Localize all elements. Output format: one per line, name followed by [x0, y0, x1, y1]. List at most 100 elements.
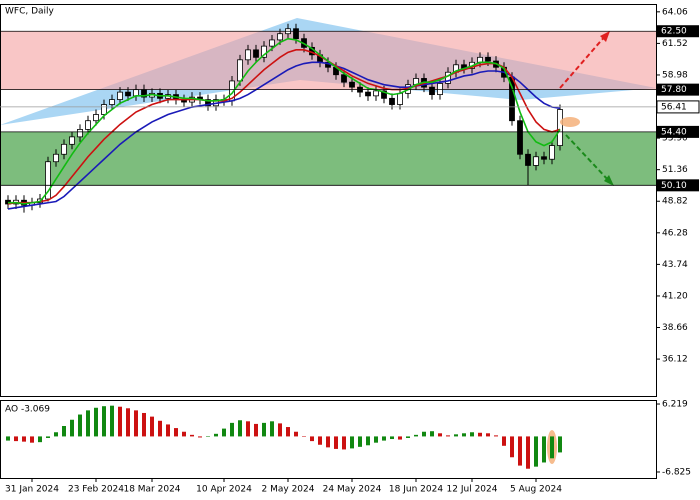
ao-bar: [534, 436, 538, 467]
ao-bar: [286, 427, 290, 437]
candle-body: [549, 145, 555, 160]
ao-bar: [486, 433, 490, 437]
price-label-box: [657, 83, 699, 96]
ao-bar: [398, 436, 402, 440]
ao-bar: [30, 436, 34, 443]
ao-bar: [262, 422, 266, 437]
chart-title: WFC, Daily: [5, 7, 55, 17]
candle-body: [389, 97, 395, 105]
ao-bar: [14, 436, 18, 442]
ao-bar: [54, 432, 58, 437]
ao-bar: [334, 436, 338, 449]
ao-bar: [222, 428, 226, 437]
ao-bar: [86, 410, 90, 437]
ao-bar: [526, 436, 530, 469]
ao-bar: [38, 436, 42, 443]
price-label: 50.10: [661, 181, 687, 191]
ao-bar: [318, 436, 322, 445]
ao-bar: [430, 431, 434, 437]
indicator-line: [8, 37, 561, 205]
x-tick-label: 24 May 2024: [323, 485, 382, 495]
ao-bar: [310, 436, 314, 442]
candle-body: [125, 91, 131, 97]
candle-body: [61, 143, 67, 155]
ao-bar: [446, 435, 450, 437]
ao-bar: [198, 436, 202, 438]
y-tick-label: 48.82: [662, 197, 688, 207]
ao-bar: [278, 423, 282, 437]
indicator-line: [7, 49, 561, 205]
candle-body: [261, 45, 267, 58]
candle-body: [437, 83, 443, 96]
ao-bar: [414, 434, 418, 437]
y-tick-label: 64.06: [662, 7, 688, 17]
y-tick-label: 41.20: [662, 291, 688, 301]
candle-body: [77, 129, 83, 138]
candle-body: [293, 28, 299, 40]
ao-bar: [502, 436, 506, 446]
ao-bar: [62, 426, 66, 437]
candle-body: [365, 91, 371, 97]
price-label-box: [657, 179, 699, 192]
ao-bar: [78, 414, 82, 437]
ao-bar: [366, 436, 370, 446]
ao-bar: [230, 422, 234, 437]
ao-bar: [350, 436, 354, 449]
down-arrow: [565, 134, 611, 183]
ao-bar: [470, 432, 474, 437]
up-arrowhead: [600, 31, 610, 42]
ao-bar: [126, 408, 130, 437]
ao-bar: [182, 431, 186, 437]
ao-bar: [478, 432, 482, 437]
ao-bar: [118, 406, 122, 437]
ao-bar: [142, 412, 146, 437]
candle-body: [557, 109, 563, 146]
ao-bar: [190, 434, 194, 437]
ao-bar: [462, 433, 466, 437]
candle-body: [93, 114, 99, 122]
ao-bar: [358, 436, 362, 447]
ao-bar: [246, 421, 250, 437]
candle-body: [517, 120, 523, 155]
y-tick-label: 58.98: [662, 70, 688, 80]
ao-bar: [326, 436, 330, 448]
ao-bar: [134, 410, 138, 437]
candle-body: [237, 59, 243, 82]
price-label: 54.40: [661, 127, 687, 137]
candle-body: [349, 81, 355, 88]
candle-body: [525, 153, 531, 166]
ao-bar: [382, 436, 386, 441]
y-tick-label: 43.74: [662, 260, 688, 270]
ao-bar: [102, 406, 106, 437]
price-label: 56.41: [661, 102, 687, 112]
x-tick-label: 18 Jun 2024: [389, 485, 443, 495]
candle-body: [45, 161, 51, 200]
ao-bar: [302, 436, 306, 437]
ao-bar: [518, 436, 522, 466]
y-tick-label: 6.219: [662, 400, 688, 410]
ao-bar: [22, 436, 26, 442]
ao-bar: [174, 428, 178, 437]
y-tick-label: 36.12: [662, 355, 688, 365]
ao-bar: [454, 434, 458, 437]
indicator-line: [7, 61, 561, 210]
ao-bar: [238, 420, 242, 437]
ao-bar: [6, 436, 10, 441]
price-frame: [0, 4, 657, 397]
x-tick-label: 5 Aug 2024: [510, 485, 562, 495]
ao-bar: [438, 433, 442, 437]
x-tick-label: 2 May 2024: [262, 485, 315, 495]
x-tick-label: 31 Jan 2024: [5, 485, 59, 495]
ao-bar: [494, 435, 498, 437]
candle-body: [69, 136, 75, 145]
candle-body: [373, 90, 379, 97]
candle-body: [109, 99, 115, 105]
candle-body: [277, 33, 283, 41]
up-arrow: [559, 34, 607, 89]
ao-bar: [158, 420, 162, 437]
ao-bar: [94, 407, 98, 437]
ao-bar: [214, 433, 218, 437]
candle-body: [381, 90, 387, 99]
x-tick-label: 10 Apr 2024: [196, 485, 252, 495]
